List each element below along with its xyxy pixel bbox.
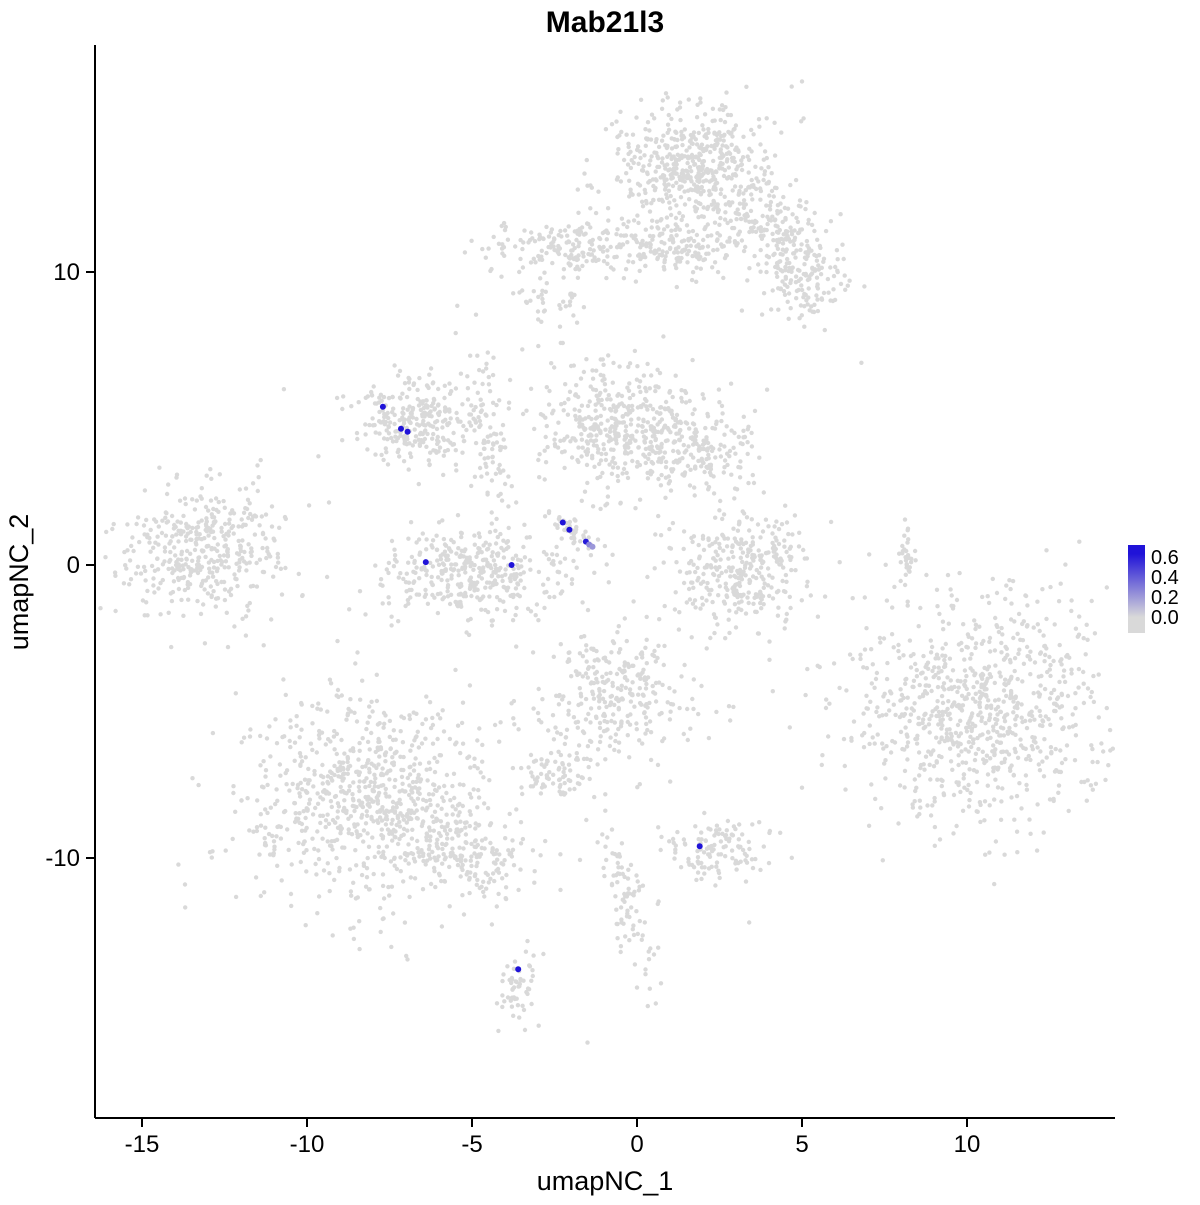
x-tick-label: -5 (461, 1131, 482, 1158)
y-axis-tick-labels: 10 0 -10 (45, 259, 80, 872)
colorbar-gradient (1128, 545, 1145, 633)
y-tick-label: 0 (67, 552, 80, 579)
x-axis-tick-marks (142, 1118, 967, 1127)
colorbar-legend: 0.6 0.4 0.2 0.0 (1128, 545, 1179, 633)
scatter-points-layer (98, 79, 1115, 1045)
chart-title: Mab21l3 (546, 6, 664, 39)
legend-tick-label: 0.4 (1151, 567, 1179, 589)
highlighted-points-layer (380, 404, 703, 973)
x-tick-label: -10 (290, 1131, 325, 1158)
y-tick-label: 10 (53, 259, 80, 286)
x-tick-label: 10 (954, 1131, 981, 1158)
x-axis-tick-labels: -15 -10 -5 0 5 10 (125, 1131, 981, 1158)
x-tick-label: -15 (125, 1131, 160, 1158)
y-tick-label: -10 (45, 845, 80, 872)
x-tick-label: 5 (795, 1131, 808, 1158)
x-axis-title: umapNC_1 (537, 1166, 674, 1196)
legend-tick-label: 0.0 (1151, 607, 1179, 629)
y-axis-tick-marks (86, 272, 95, 858)
legend-tick-label: 0.2 (1151, 587, 1179, 609)
legend-tick-label: 0.6 (1151, 547, 1179, 569)
y-axis-title: umapNC_2 (4, 514, 34, 651)
x-tick-label: 0 (630, 1131, 643, 1158)
